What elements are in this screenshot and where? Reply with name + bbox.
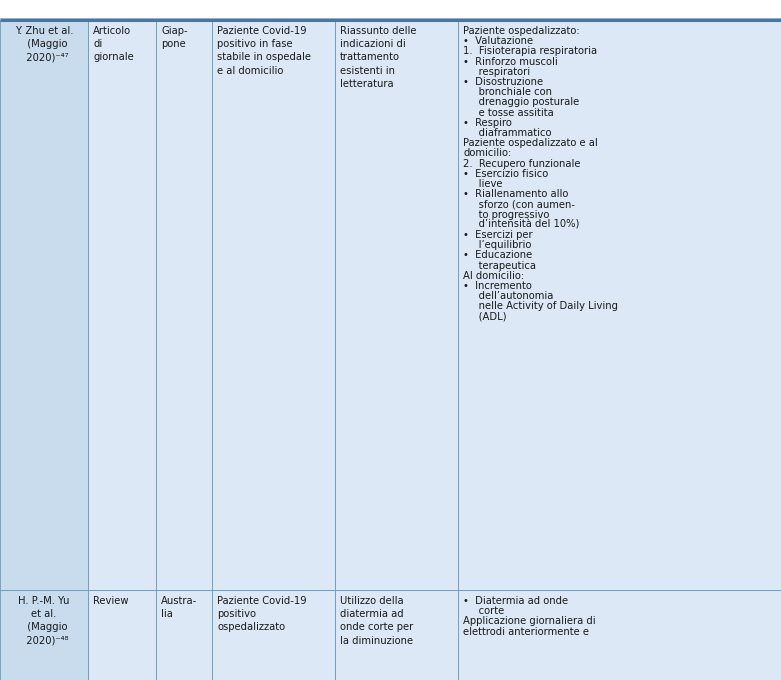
Text: Paziente ospedalizzato:: Paziente ospedalizzato: <box>463 26 580 36</box>
Text: Applicazione giornaliera di: Applicazione giornaliera di <box>463 616 596 626</box>
Text: •  Respiro: • Respiro <box>463 118 512 128</box>
Text: 2.  Recupero funzionale: 2. Recupero funzionale <box>463 158 580 169</box>
Text: Articolo
di
giornale: Articolo di giornale <box>93 26 134 63</box>
Text: •  Educazione: • Educazione <box>463 250 532 260</box>
Bar <box>458 590 781 680</box>
Bar <box>212 20 335 590</box>
Text: •  Rinforzo muscoli: • Rinforzo muscoli <box>463 56 558 67</box>
Bar <box>156 20 212 590</box>
Text: elettrodi anteriormente e: elettrodi anteriormente e <box>463 626 589 636</box>
Text: Riassunto delle
indicazioni di
trattamento
esistenti in
letteratura: Riassunto delle indicazioni di trattamen… <box>340 26 416 89</box>
Text: sforzo (con aumen-: sforzo (con aumen- <box>463 199 575 209</box>
Text: (ADL): (ADL) <box>463 311 507 322</box>
Text: d’intensità del 10%): d’intensità del 10%) <box>463 220 580 230</box>
Text: •  Esercizi per: • Esercizi per <box>463 230 533 240</box>
Text: Giap-
pone: Giap- pone <box>161 26 187 49</box>
Bar <box>458 20 781 590</box>
Text: respiratori: respiratori <box>463 67 530 77</box>
Text: bronchiale con: bronchiale con <box>463 87 552 97</box>
Bar <box>88 20 156 590</box>
Bar <box>212 590 335 680</box>
Text: •  Valutazione: • Valutazione <box>463 36 533 46</box>
Text: terapeutica: terapeutica <box>463 260 536 271</box>
Text: •  Incremento: • Incremento <box>463 281 532 291</box>
Text: •  Diatermia ad onde: • Diatermia ad onde <box>463 596 568 606</box>
Bar <box>88 590 156 680</box>
Text: diaframmatico: diaframmatico <box>463 128 551 138</box>
Text: drenaggio posturale: drenaggio posturale <box>463 97 580 107</box>
Text: Utilizzo della
diatermia ad
onde corte per
la diminuzione: Utilizzo della diatermia ad onde corte p… <box>340 596 413 645</box>
Text: Al domicilio:: Al domicilio: <box>463 271 524 281</box>
Bar <box>335 20 458 590</box>
Text: corte: corte <box>463 606 505 616</box>
Text: Review: Review <box>93 596 129 606</box>
Text: 1.  Fisioterapia respiratoria: 1. Fisioterapia respiratoria <box>463 46 597 56</box>
Text: Austra-
lia: Austra- lia <box>161 596 198 619</box>
Text: lieve: lieve <box>463 179 502 189</box>
Text: •  Disostruzione: • Disostruzione <box>463 77 543 87</box>
Text: •  Esercizio fisico: • Esercizio fisico <box>463 169 548 179</box>
Text: Y. Zhu et al.
  (Maggio
  2020)⁻⁴⁷: Y. Zhu et al. (Maggio 2020)⁻⁴⁷ <box>15 26 73 63</box>
Text: Paziente ospedalizzato e al: Paziente ospedalizzato e al <box>463 138 597 148</box>
Text: l’equilibrio: l’equilibrio <box>463 240 531 250</box>
Bar <box>0 590 88 680</box>
Text: to progressivo: to progressivo <box>463 209 549 220</box>
Text: •  Riallenamento allo: • Riallenamento allo <box>463 189 569 199</box>
Text: Paziente Covid-19
positivo in fase
stabile in ospedale
e al domicilio: Paziente Covid-19 positivo in fase stabi… <box>217 26 311 75</box>
Bar <box>156 590 212 680</box>
Bar <box>335 590 458 680</box>
Text: e tosse assitita: e tosse assitita <box>463 107 554 118</box>
Text: H. P.-M. Yu
et al.
  (Maggio
  2020)⁻⁴⁸: H. P.-M. Yu et al. (Maggio 2020)⁻⁴⁸ <box>18 596 70 645</box>
Text: nelle Activity of Daily Living: nelle Activity of Daily Living <box>463 301 618 311</box>
Text: domicilio:: domicilio: <box>463 148 512 158</box>
Text: dell’autonomia: dell’autonomia <box>463 291 554 301</box>
Bar <box>0 20 88 590</box>
Text: Paziente Covid-19
positivo
ospedalizzato: Paziente Covid-19 positivo ospedalizzato <box>217 596 307 632</box>
